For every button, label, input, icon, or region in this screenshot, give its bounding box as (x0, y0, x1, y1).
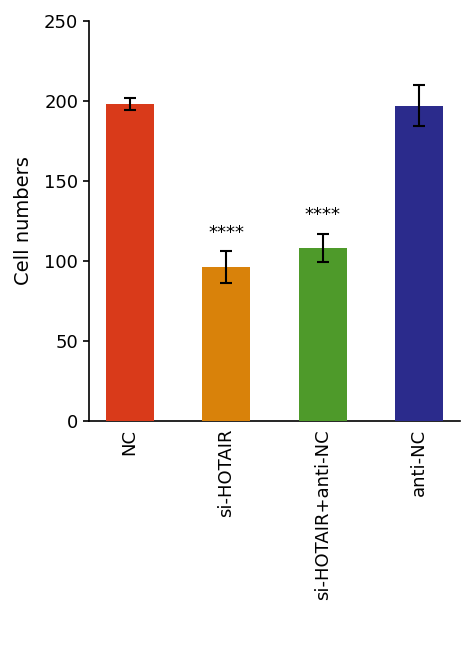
Y-axis label: Cell numbers: Cell numbers (14, 157, 33, 285)
Text: ****: **** (305, 206, 341, 224)
Bar (395, 105, 443, 421)
Bar (299, 248, 347, 421)
Text: ****: **** (208, 223, 244, 241)
Bar (202, 267, 250, 421)
Bar (106, 104, 154, 421)
